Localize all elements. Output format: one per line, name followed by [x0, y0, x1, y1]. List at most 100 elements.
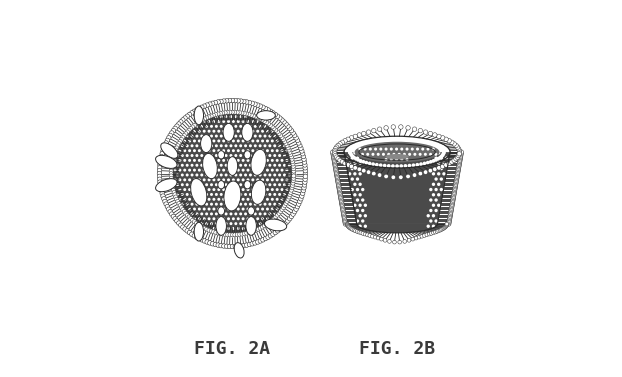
Circle shape: [230, 125, 233, 128]
Circle shape: [186, 183, 188, 186]
Circle shape: [341, 214, 346, 218]
Circle shape: [232, 120, 235, 123]
Circle shape: [391, 125, 396, 129]
Circle shape: [249, 135, 252, 138]
Circle shape: [336, 156, 340, 161]
Circle shape: [225, 115, 228, 118]
Circle shape: [162, 146, 166, 150]
Circle shape: [285, 169, 289, 172]
Circle shape: [452, 158, 457, 162]
Circle shape: [170, 162, 174, 166]
Circle shape: [371, 153, 374, 156]
Circle shape: [378, 173, 382, 177]
Circle shape: [399, 164, 403, 168]
Circle shape: [434, 219, 438, 223]
Circle shape: [249, 183, 252, 186]
Circle shape: [173, 150, 177, 154]
Circle shape: [241, 227, 244, 230]
Circle shape: [458, 155, 463, 160]
Circle shape: [217, 188, 220, 191]
Circle shape: [213, 159, 215, 162]
Circle shape: [193, 139, 196, 143]
Circle shape: [203, 159, 206, 162]
Circle shape: [230, 115, 233, 118]
Circle shape: [280, 208, 284, 211]
Circle shape: [290, 186, 294, 190]
Circle shape: [195, 154, 198, 157]
Circle shape: [273, 112, 277, 117]
Circle shape: [364, 225, 367, 228]
Circle shape: [179, 149, 182, 152]
Circle shape: [285, 159, 289, 162]
Circle shape: [398, 240, 402, 244]
Ellipse shape: [218, 151, 225, 159]
Circle shape: [457, 162, 462, 166]
Circle shape: [254, 115, 258, 119]
Circle shape: [406, 147, 409, 150]
Circle shape: [383, 137, 386, 141]
Circle shape: [353, 204, 356, 207]
Circle shape: [340, 204, 345, 209]
Circle shape: [261, 225, 264, 229]
Ellipse shape: [242, 123, 253, 141]
Ellipse shape: [160, 143, 178, 158]
Circle shape: [200, 193, 203, 196]
Circle shape: [190, 232, 194, 236]
Circle shape: [268, 164, 271, 167]
Circle shape: [256, 188, 259, 191]
Circle shape: [185, 228, 190, 233]
Circle shape: [438, 145, 442, 149]
Circle shape: [193, 149, 196, 152]
Circle shape: [256, 130, 259, 133]
Circle shape: [173, 216, 177, 221]
Circle shape: [281, 159, 284, 162]
Circle shape: [285, 188, 289, 191]
Circle shape: [159, 185, 163, 190]
Circle shape: [350, 147, 353, 151]
Circle shape: [205, 240, 210, 244]
Circle shape: [359, 159, 363, 163]
Circle shape: [217, 159, 220, 162]
Circle shape: [346, 137, 350, 141]
Circle shape: [429, 219, 432, 223]
Circle shape: [297, 199, 302, 204]
Circle shape: [160, 194, 165, 198]
Circle shape: [421, 147, 424, 150]
Circle shape: [180, 225, 185, 229]
Circle shape: [220, 183, 223, 186]
Circle shape: [233, 110, 237, 114]
Circle shape: [170, 179, 174, 183]
Circle shape: [282, 120, 286, 124]
Circle shape: [244, 183, 247, 186]
Circle shape: [266, 139, 269, 143]
Circle shape: [249, 125, 252, 128]
Circle shape: [338, 195, 343, 199]
Circle shape: [259, 212, 262, 215]
Circle shape: [292, 209, 297, 214]
Circle shape: [202, 239, 207, 243]
Circle shape: [366, 130, 371, 134]
Circle shape: [254, 173, 257, 176]
Circle shape: [458, 153, 463, 157]
Circle shape: [230, 233, 234, 237]
Circle shape: [181, 135, 185, 139]
Circle shape: [292, 169, 295, 173]
Circle shape: [351, 146, 355, 150]
Circle shape: [244, 164, 247, 167]
Circle shape: [359, 141, 363, 145]
Circle shape: [226, 110, 230, 115]
Circle shape: [235, 233, 239, 237]
Circle shape: [203, 226, 207, 230]
Circle shape: [232, 178, 235, 181]
Circle shape: [290, 157, 294, 161]
Circle shape: [356, 156, 359, 160]
Circle shape: [230, 154, 233, 157]
Circle shape: [442, 162, 445, 165]
Ellipse shape: [203, 153, 217, 179]
Circle shape: [277, 132, 281, 136]
Circle shape: [391, 175, 396, 179]
Circle shape: [241, 149, 244, 152]
Circle shape: [294, 136, 299, 140]
Circle shape: [336, 182, 341, 186]
Circle shape: [237, 120, 239, 123]
